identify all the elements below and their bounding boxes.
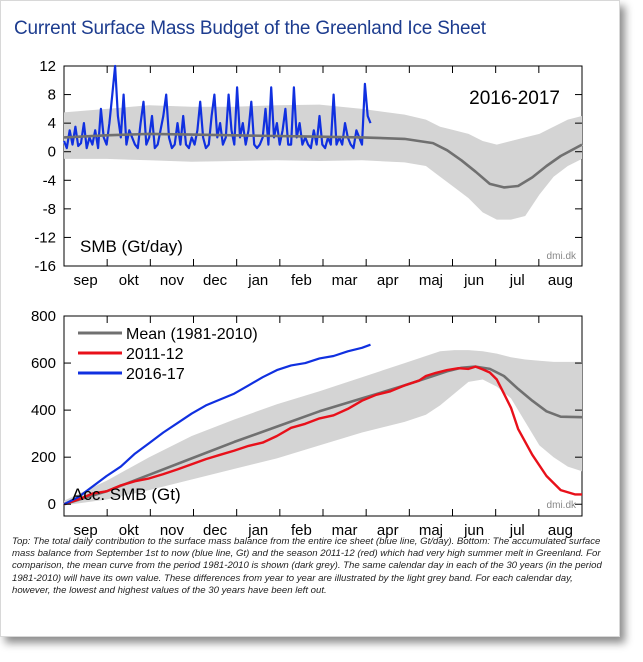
y-tick-label: 0: [48, 496, 56, 513]
y-tick-label: 800: [31, 308, 56, 325]
figure-caption: Top: The total daily contribution to the…: [12, 536, 602, 596]
x-tick-label: jun: [463, 522, 484, 539]
x-tick-label: dec: [203, 272, 228, 289]
bottom-plot-area: [63, 343, 583, 506]
x-tick-label: maj: [419, 272, 443, 289]
x-tick-label: feb: [291, 522, 312, 539]
page-title: Current Surface Mass Budget of the Green…: [14, 18, 486, 39]
x-tick-label: jul: [509, 522, 525, 539]
x-tick-label: aug: [548, 272, 573, 289]
bottom-month-ticks: [63, 316, 583, 516]
mean-line: [63, 132, 583, 189]
bottom-ylabel: Acc. SMB (Gt): [72, 485, 181, 504]
legend-label-mean: Mean (1981-2010): [126, 326, 258, 343]
legend: Mean (1981-2010) 2011-12 2016-17: [78, 326, 258, 383]
x-tick-label: feb: [291, 272, 312, 289]
season-label: 2016-2017: [469, 88, 560, 109]
y-tick-label: 4: [48, 115, 56, 132]
accumulated-smb-panel: 800 600 400 200 0 sep okt nov dec jan feb mar apr ma…: [31, 308, 583, 539]
y-tick-label: 8: [48, 87, 56, 104]
x-tick-label: nov: [160, 272, 185, 289]
top-ylabel: SMB (Gt/day): [80, 237, 183, 256]
top-y-axis: 12 8 4 0 -4 -8 -12 -16: [34, 58, 582, 275]
top-watermark: dmi.dk: [547, 251, 577, 262]
x-tick-label: sep: [73, 272, 97, 289]
legend-label-2016: 2016-17: [126, 366, 185, 383]
x-tick-label: mar: [332, 522, 358, 539]
y-tick-label: -12: [34, 229, 56, 246]
x-tick-label: okt: [119, 522, 140, 539]
y-tick-label: 0: [48, 144, 56, 161]
top-month-ticks: [63, 66, 583, 266]
y-tick-label: -16: [34, 258, 56, 275]
y-tick-label: 400: [31, 402, 56, 419]
y-tick-label: -4: [43, 172, 56, 189]
x-tick-label: maj: [419, 522, 443, 539]
x-tick-label: apr: [377, 272, 399, 289]
x-tick-label: jan: [247, 522, 268, 539]
x-tick-label: nov: [160, 522, 185, 539]
top-x-axis: sep okt nov dec jan feb mar apr maj jun jul aug: [73, 272, 572, 289]
season-2011-line: [63, 365, 582, 506]
x-tick-label: jul: [509, 272, 525, 289]
x-tick-label: apr: [377, 522, 399, 539]
y-tick-label: 200: [31, 449, 56, 466]
daily-smb-panel: 12 8 4 0 -4 -8 -12 -16 sep okt nov dec jan feb mar apr…: [34, 58, 583, 289]
x-tick-label: okt: [119, 272, 140, 289]
x-tick-label: sep: [73, 522, 97, 539]
x-tick-label: mar: [332, 272, 358, 289]
mean-line: [63, 365, 583, 506]
y-tick-label: 12: [39, 58, 56, 75]
x-tick-label: dec: [203, 522, 228, 539]
y-tick-label: -8: [43, 201, 56, 218]
variability-band: [64, 350, 582, 506]
legend-label-2011: 2011-12: [126, 346, 184, 363]
current-season-line: [62, 64, 372, 150]
x-tick-label: jun: [463, 272, 484, 289]
y-tick-label: 600: [31, 355, 56, 372]
x-tick-label: jan: [247, 272, 268, 289]
x-tick-label: aug: [548, 522, 573, 539]
current-season-line: [63, 343, 371, 506]
bottom-x-axis: sep okt nov dec jan feb mar apr maj jun jul aug: [73, 522, 572, 539]
top-plot-area: [62, 64, 583, 220]
bottom-y-axis: 800 600 400 200 0: [31, 308, 582, 513]
bottom-watermark: dmi.dk: [547, 500, 577, 511]
